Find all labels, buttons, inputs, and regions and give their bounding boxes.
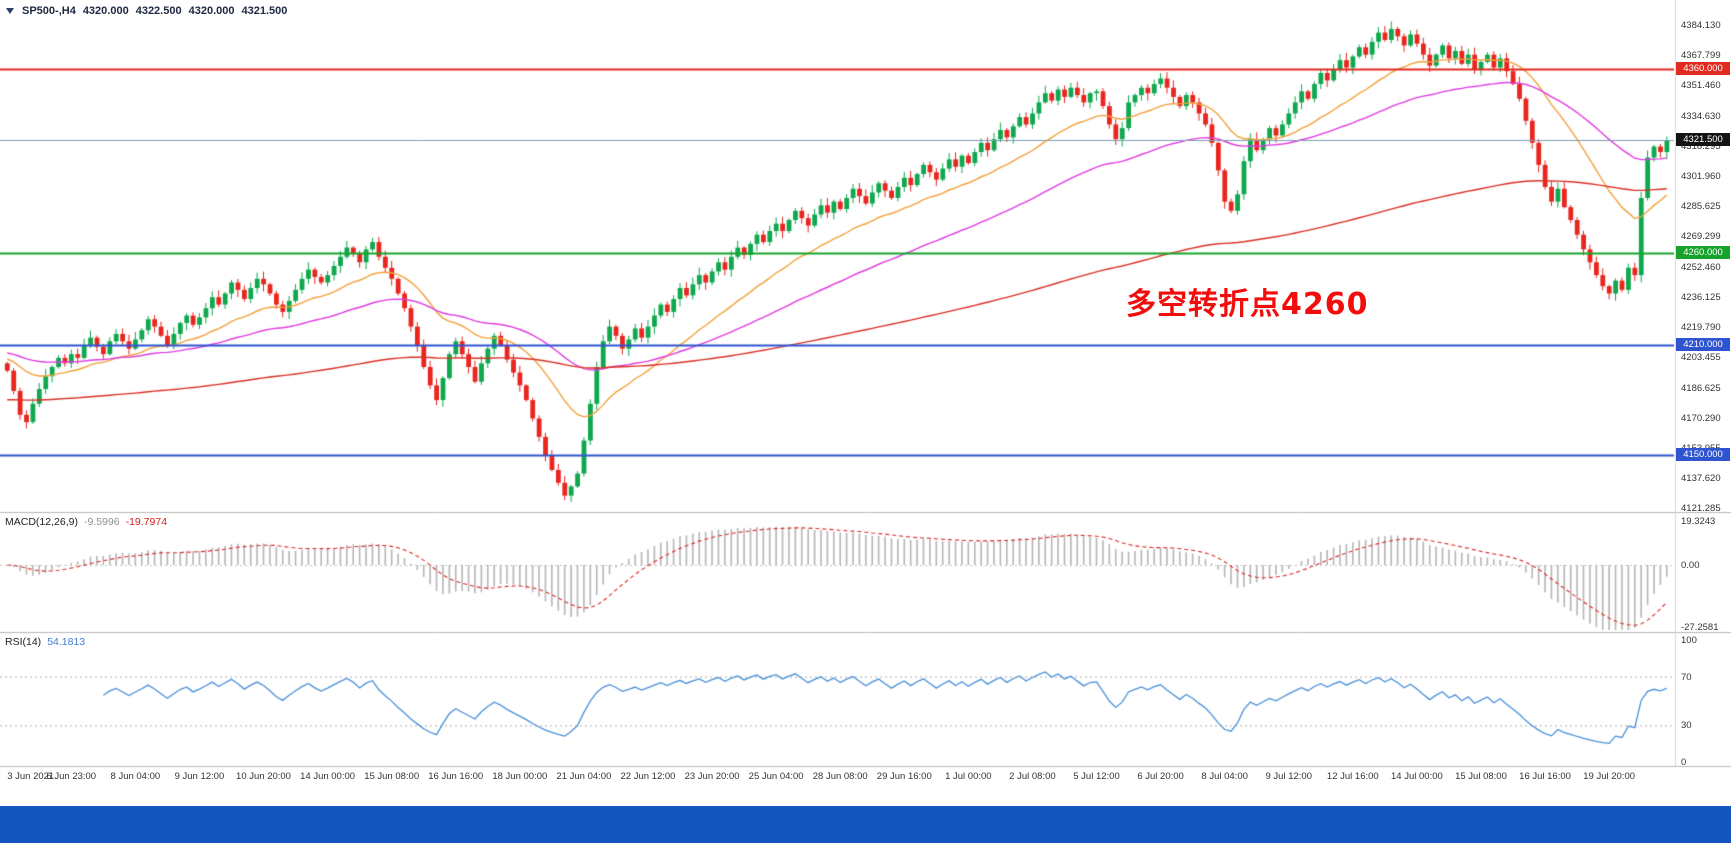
chart-ohlc-info: SP500-,H4 4320.000 4322.500 4320.000 432… xyxy=(6,5,287,17)
macd-title: MACD(12,26,9) xyxy=(5,516,78,528)
time-axis-label: 6 Jul 20:00 xyxy=(1137,771,1184,782)
time-axis-label: 8 Jun 04:00 xyxy=(110,771,161,782)
close-value: 4321.500 xyxy=(241,5,288,17)
time-axis-label: 25 Jun 04:00 xyxy=(748,771,804,782)
time-axis-label: 5 Jul 12:00 xyxy=(1073,771,1120,782)
time-axis-label: 9 Jun 12:00 xyxy=(174,771,225,782)
macd-signal-value: -19.7974 xyxy=(125,516,168,528)
time-axis-label: 3 Jun 2021 xyxy=(7,771,55,782)
time-axis-label: 16 Jun 16:00 xyxy=(428,771,484,782)
time-axis-label: 15 Jun 08:00 xyxy=(364,771,420,782)
price-axis-label: 4252.460 xyxy=(1681,261,1721,273)
time-axis-label: 10 Jun 20:00 xyxy=(236,771,291,782)
time-axis-label: 22 Jun 12:00 xyxy=(620,771,676,782)
open-value: 4320.000 xyxy=(82,5,129,17)
macd-axis-label: 19.3243 xyxy=(1681,515,1716,527)
time-axis-label: 16 Jul 16:00 xyxy=(1519,771,1571,782)
rsi-value: 54.1813 xyxy=(47,636,86,648)
rsi-axis-label: 100 xyxy=(1681,635,1697,646)
macd-axis-label: 0.00 xyxy=(1681,560,1700,571)
time-axis-label: 8 Jul 04:00 xyxy=(1201,771,1248,782)
low-value: 4320.000 xyxy=(188,5,235,17)
price-chart-canvas[interactable] xyxy=(0,0,1731,800)
time-axis-label: 15 Jul 08:00 xyxy=(1455,771,1507,782)
price-axis-label: 4301.960 xyxy=(1681,170,1721,182)
time-axis-label: 6 Jun 23:00 xyxy=(46,771,97,782)
price-axis-label: 4219.790 xyxy=(1681,321,1721,333)
time-axis-label: 28 Jun 08:00 xyxy=(812,771,868,782)
time-axis-label: 23 Jun 20:00 xyxy=(684,771,740,782)
price-axis-label: 4121.285 xyxy=(1681,502,1721,514)
price-axis-label: 4170.290 xyxy=(1681,412,1721,424)
price-axis-label: 4285.625 xyxy=(1681,201,1721,212)
time-axis-label: 29 Jun 16:00 xyxy=(876,771,932,782)
price-axis-label: 4318.295 xyxy=(1681,140,1721,152)
rsi-indicator-label: RSI(14) 54.1813 xyxy=(5,636,85,648)
time-axis-label: 19 Jul 20:00 xyxy=(1583,771,1636,782)
symbol-period-label: SP500-,H4 xyxy=(22,5,76,17)
price-level-badge: 4150.000 xyxy=(1676,448,1730,462)
rsi-axis-label: 0 xyxy=(1681,757,1687,768)
time-axis-label: 14 Jul 00:00 xyxy=(1391,771,1443,782)
price-axis-label: 4269.299 xyxy=(1681,231,1721,242)
time-axis-label: 21 Jun 04:00 xyxy=(556,771,612,782)
time-axis-label: 2 Jul 08:00 xyxy=(1009,771,1056,782)
rsi-axis-label: 30 xyxy=(1681,720,1692,732)
price-level-badge: 4260.000 xyxy=(1676,246,1730,260)
time-axis-label: 1 Jul 00:00 xyxy=(945,771,992,782)
price-axis-label: 4186.625 xyxy=(1681,382,1721,394)
macd-main-value: -9.5996 xyxy=(83,516,120,528)
rsi-axis-label: 70 xyxy=(1681,671,1692,683)
price-axis-label: 4384.130 xyxy=(1681,20,1721,31)
current-price-badge: 4321.500 xyxy=(1676,133,1730,147)
taskbar[interactable] xyxy=(0,806,1731,843)
price-axis-label: 4203.455 xyxy=(1681,351,1721,363)
price-axis-label: 4334.630 xyxy=(1681,110,1721,122)
chevron-down-icon xyxy=(6,8,14,14)
price-level-badge: 4210.000 xyxy=(1676,337,1730,351)
time-axis-label: 14 Jun 00:00 xyxy=(300,771,356,782)
rsi-title: RSI(14) xyxy=(5,636,42,648)
high-value: 4322.500 xyxy=(135,5,182,17)
time-axis-label: 9 Jul 12:00 xyxy=(1265,771,1312,782)
macd-indicator-label: MACD(12,26,9) -9.5996 -19.7974 xyxy=(5,516,167,528)
macd-axis-label: -27.2581 xyxy=(1681,622,1719,634)
chart-annotation-text: 多空转折点4260 xyxy=(1126,287,1369,322)
price-axis-label: 4137.620 xyxy=(1681,472,1721,484)
time-axis-label: 12 Jul 16:00 xyxy=(1326,771,1379,782)
time-axis-label: 18 Jun 00:00 xyxy=(492,771,548,782)
price-axis-label: 4236.125 xyxy=(1681,291,1721,303)
price-axis-label: 4351.460 xyxy=(1681,80,1721,92)
price-level-badge: 4360.000 xyxy=(1676,62,1730,76)
price-axis-label: 4367.799 xyxy=(1681,50,1721,61)
